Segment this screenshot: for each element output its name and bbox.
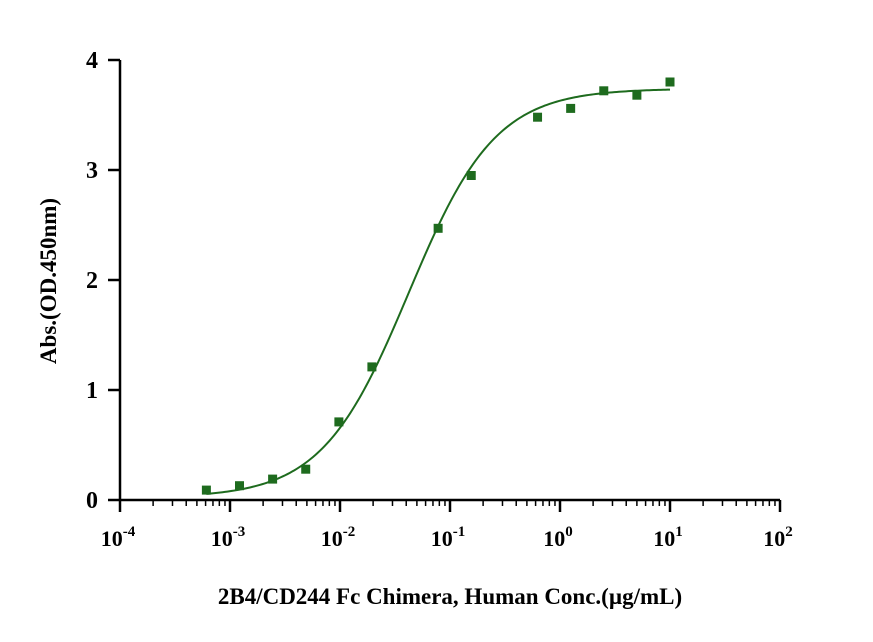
axes: [108, 58, 782, 512]
fit-curve-layer: [206, 88, 671, 495]
y-tick-labels: 0 1 2 3 4: [86, 48, 98, 514]
x-tick-label: 102: [763, 524, 793, 551]
x-axis-title: 2B4/CD244 Fc Chimera, Human Conc.(µg/mL): [218, 584, 682, 609]
data-points: [201, 77, 675, 495]
data-point: [533, 112, 543, 122]
data-point: [301, 464, 311, 474]
x-tick-label: 10-3: [211, 524, 246, 551]
data-point: [201, 485, 211, 495]
y-tick-label: 4: [86, 48, 98, 74]
data-point: [665, 77, 675, 87]
data-point: [367, 362, 377, 372]
x-tick-label: 101: [653, 524, 683, 551]
y-tick-label: 3: [86, 158, 98, 184]
y-tick-label: 2: [86, 268, 98, 294]
x-tick-label: 100: [543, 524, 573, 551]
x-tick-label: 10-2: [321, 524, 356, 551]
y-axis-title: Abs.(OD.450nm): [36, 198, 61, 364]
y-tick-label: 0: [86, 488, 98, 514]
x-tick-label: 10-4: [101, 524, 136, 551]
data-point: [334, 417, 344, 427]
data-point: [632, 90, 642, 100]
data-point: [433, 223, 443, 233]
data-point: [566, 103, 576, 113]
data-point: [234, 481, 244, 491]
data-point: [599, 86, 609, 96]
x-tick-label: 10-1: [431, 524, 466, 551]
y-tick-label: 1: [86, 378, 98, 404]
data-point: [466, 171, 476, 180]
fit-curve: [206, 88, 671, 495]
x-tick-labels: 10-4 10-3 10-2 10-1 100 101 102: [101, 524, 793, 551]
data-point: [268, 474, 278, 484]
